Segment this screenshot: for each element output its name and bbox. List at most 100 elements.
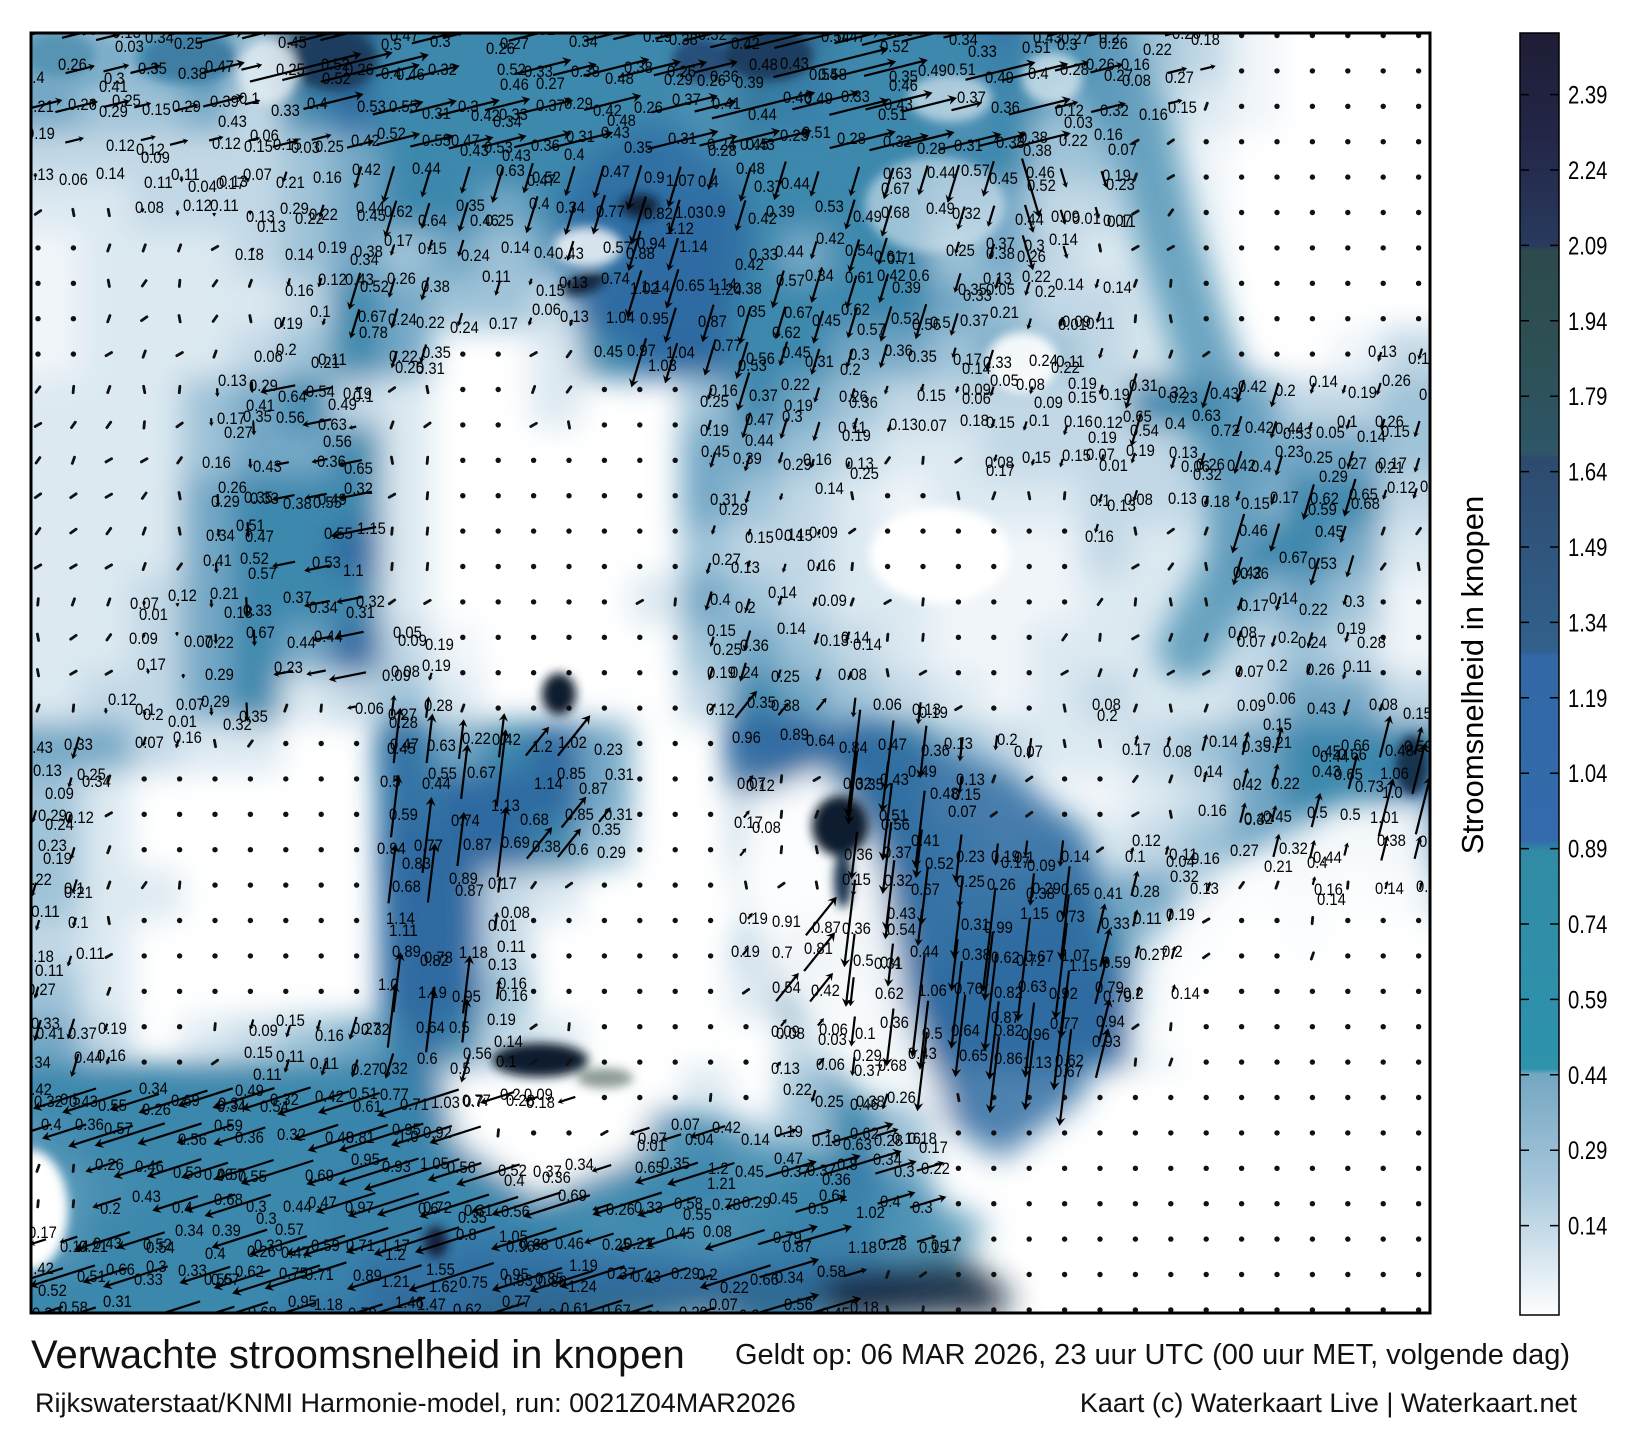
- svg-text:0.26: 0.26: [142, 1100, 171, 1119]
- svg-text:0.3: 0.3: [1344, 592, 1365, 611]
- svg-text:0.41: 0.41: [712, 94, 741, 113]
- svg-text:0.47: 0.47: [308, 1193, 337, 1212]
- svg-text:0.19: 0.19: [842, 426, 871, 445]
- svg-text:1.11: 1.11: [389, 921, 418, 940]
- svg-text:0.07: 0.07: [176, 695, 205, 714]
- svg-text:0.13: 0.13: [559, 273, 588, 292]
- svg-text:0.56: 0.56: [178, 1130, 207, 1149]
- svg-text:1.14: 1.14: [534, 774, 563, 793]
- svg-text:0.13: 0.13: [1368, 342, 1397, 361]
- svg-text:0.09: 0.09: [771, 1022, 800, 1041]
- svg-text:0.4: 0.4: [205, 1244, 226, 1263]
- svg-text:0.67: 0.67: [881, 179, 910, 198]
- svg-text:0.44: 0.44: [314, 627, 343, 646]
- svg-text:0.27: 0.27: [536, 74, 565, 93]
- svg-text:0.45: 0.45: [1263, 807, 1292, 826]
- svg-text:0.07: 0.07: [130, 594, 159, 613]
- svg-text:0.13: 0.13: [1107, 496, 1136, 515]
- svg-text:0.06: 0.06: [1267, 689, 1296, 708]
- svg-text:0.31: 0.31: [874, 954, 903, 973]
- svg-text:0.65: 0.65: [676, 276, 705, 295]
- svg-text:0.43: 0.43: [885, 21, 914, 40]
- svg-text:0.83: 0.83: [402, 854, 431, 873]
- svg-text:0.37: 0.37: [854, 1061, 883, 1080]
- svg-text:0.67: 0.67: [246, 623, 275, 642]
- svg-text:0.16: 0.16: [1314, 880, 1343, 899]
- svg-text:0.07: 0.07: [1086, 445, 1115, 464]
- svg-text:0.14: 0.14: [841, 628, 870, 647]
- svg-text:0.29: 0.29: [38, 806, 67, 825]
- svg-text:0.45: 0.45: [821, 1304, 850, 1323]
- svg-text:2.24: 2.24: [1568, 157, 1607, 185]
- svg-text:0.5: 0.5: [449, 1018, 470, 1037]
- svg-text:0.45: 0.45: [735, 1162, 764, 1181]
- svg-text:0.19: 0.19: [1101, 385, 1130, 404]
- svg-text:0.49: 0.49: [235, 1081, 264, 1100]
- svg-text:0.36: 0.36: [317, 452, 346, 471]
- svg-text:0.54: 0.54: [260, 1097, 289, 1116]
- svg-text:0.43: 0.43: [24, 738, 53, 757]
- svg-text:2.09: 2.09: [1568, 232, 1607, 260]
- svg-text:0.19: 0.19: [422, 656, 451, 675]
- svg-text:0.13: 0.13: [219, 172, 248, 191]
- svg-text:0.77: 0.77: [502, 1292, 531, 1311]
- svg-text:1.24: 1.24: [713, 280, 742, 299]
- svg-text:0.44: 0.44: [927, 163, 956, 182]
- svg-text:0.22: 0.22: [720, 1278, 749, 1297]
- svg-text:0.26: 0.26: [634, 98, 663, 117]
- svg-text:0.58: 0.58: [818, 65, 847, 84]
- svg-text:0.87: 0.87: [463, 835, 492, 854]
- svg-text:0.32: 0.32: [428, 60, 457, 79]
- svg-text:0.42: 0.42: [23, 1080, 52, 1099]
- svg-text:0.16: 0.16: [202, 453, 231, 472]
- svg-text:1.2: 1.2: [385, 1245, 406, 1264]
- svg-text:0.31: 0.31: [668, 129, 697, 148]
- svg-text:0.05: 0.05: [990, 371, 1019, 390]
- svg-text:0.19: 0.19: [1102, 166, 1131, 185]
- svg-text:1.15: 1.15: [1020, 904, 1049, 923]
- svg-text:0.79: 0.79: [773, 1228, 802, 1247]
- svg-text:0.36: 0.36: [710, 67, 739, 86]
- svg-text:0.44: 0.44: [1320, 747, 1349, 766]
- svg-text:0.19: 0.19: [1088, 428, 1117, 447]
- svg-text:0.42: 0.42: [731, 34, 760, 53]
- svg-text:0.5: 0.5: [930, 313, 951, 332]
- svg-text:0.57: 0.57: [857, 320, 886, 339]
- svg-text:0.51: 0.51: [349, 1084, 378, 1103]
- svg-text:0.32: 0.32: [1193, 465, 1222, 484]
- svg-text:0.82: 0.82: [644, 204, 673, 223]
- svg-text:0.96: 0.96: [506, 1237, 535, 1256]
- svg-text:0.3: 0.3: [912, 1198, 933, 1217]
- svg-text:0.91: 0.91: [772, 912, 801, 931]
- svg-text:0.13: 0.13: [731, 558, 760, 577]
- svg-text:0.45: 0.45: [989, 169, 1018, 188]
- svg-text:0.24: 0.24: [1298, 633, 1327, 652]
- svg-text:0.65: 0.65: [635, 1158, 664, 1177]
- svg-text:0.19: 0.19: [343, 384, 372, 403]
- svg-text:0.43: 0.43: [460, 141, 489, 160]
- svg-text:0.52: 0.52: [360, 277, 389, 296]
- svg-text:0.39: 0.39: [766, 202, 795, 221]
- svg-text:0.33: 0.33: [524, 62, 553, 81]
- svg-text:0.14: 0.14: [1309, 372, 1338, 391]
- svg-text:1.2: 1.2: [708, 1159, 729, 1178]
- svg-text:0.17: 0.17: [1122, 740, 1151, 759]
- svg-text:0.26: 0.26: [486, 39, 515, 58]
- svg-text:0.61: 0.61: [845, 268, 874, 287]
- svg-text:0.38: 0.38: [1019, 128, 1048, 147]
- svg-text:0.12: 0.12: [1055, 101, 1084, 120]
- svg-text:0.26: 0.26: [1306, 660, 1335, 679]
- svg-text:0.38: 0.38: [996, 133, 1025, 152]
- svg-text:0.28: 0.28: [1357, 633, 1386, 652]
- svg-text:0.15: 0.15: [536, 281, 565, 300]
- svg-text:0.27: 0.27: [1131, 19, 1160, 38]
- svg-text:0.15: 0.15: [917, 386, 946, 405]
- svg-text:0.44: 0.44: [1313, 848, 1342, 867]
- svg-text:0.7: 0.7: [772, 943, 793, 962]
- svg-text:0.19: 0.19: [318, 238, 347, 257]
- svg-text:0.43: 0.43: [880, 770, 909, 789]
- svg-text:0.55: 0.55: [428, 764, 457, 783]
- svg-text:0.34: 0.34: [22, 1053, 51, 1072]
- svg-text:0.67: 0.67: [1279, 548, 1308, 567]
- svg-text:0.14: 0.14: [1568, 1213, 1607, 1241]
